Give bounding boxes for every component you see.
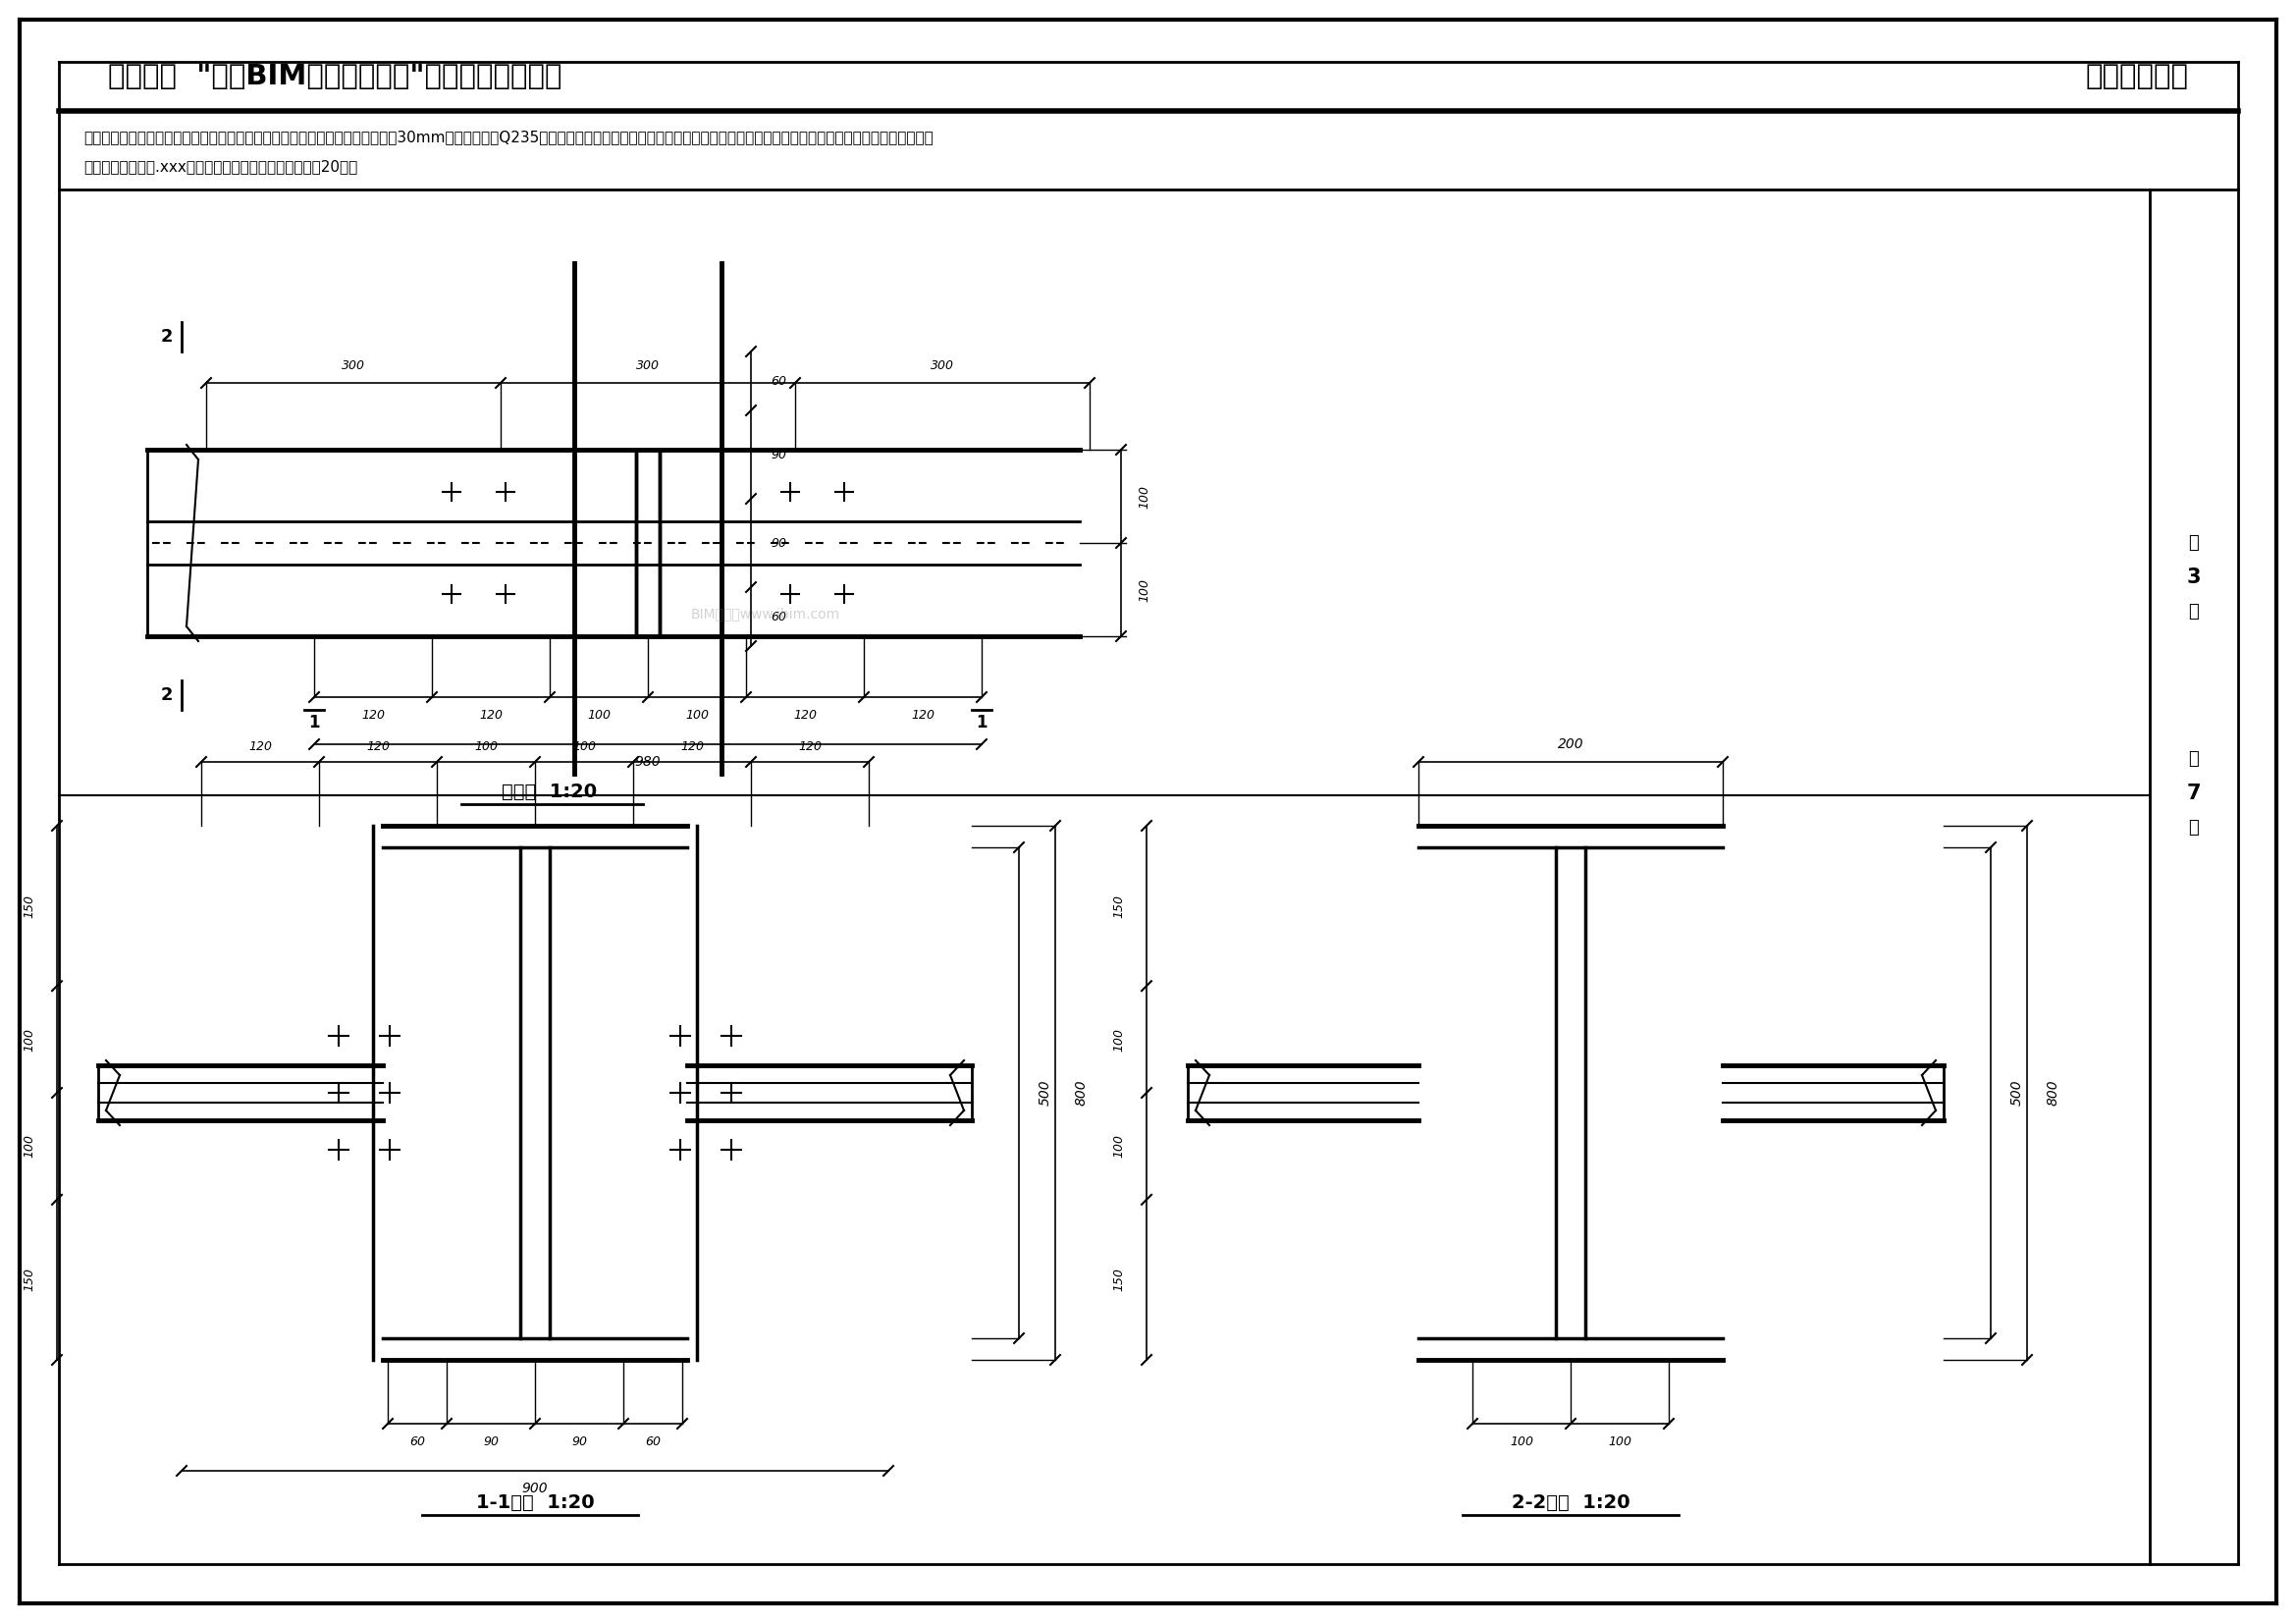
- Text: 中国图学学会: 中国图学学会: [2087, 63, 2188, 91]
- Text: 120: 120: [248, 740, 271, 753]
- Text: 60: 60: [409, 1435, 425, 1448]
- Text: 3: 3: [2186, 568, 2202, 588]
- Text: 90: 90: [771, 448, 785, 461]
- Text: 300: 300: [930, 359, 955, 372]
- Text: 2-2剖面  1:20: 2-2剖面 1:20: [1511, 1493, 1630, 1511]
- Text: 300: 300: [342, 359, 365, 372]
- Text: 平面图  1:20: 平面图 1:20: [503, 782, 597, 800]
- Text: 60: 60: [771, 375, 785, 388]
- Text: 150: 150: [1111, 894, 1125, 917]
- Text: 2: 2: [161, 328, 172, 346]
- Text: 90: 90: [572, 1435, 588, 1448]
- Text: 150: 150: [1111, 1268, 1125, 1292]
- Text: 150: 150: [23, 894, 34, 917]
- Text: 120: 120: [365, 740, 390, 753]
- Text: 900: 900: [521, 1482, 549, 1495]
- Text: 120: 120: [680, 740, 705, 753]
- Text: 120: 120: [799, 740, 822, 753]
- Text: 100: 100: [1511, 1435, 1534, 1448]
- Text: 页: 页: [2188, 602, 2200, 620]
- Text: 将模型以钢梁节点.xxx为文件名保存到考生文件夹中。（20分）: 将模型以钢梁节点.xxx为文件名保存到考生文件夹中。（20分）: [83, 159, 358, 174]
- Text: 100: 100: [1139, 485, 1150, 508]
- Text: 120: 120: [912, 708, 934, 721]
- Text: 100: 100: [23, 1134, 34, 1157]
- Text: 第: 第: [2188, 534, 2200, 552]
- Text: 100: 100: [473, 740, 498, 753]
- Text: 100: 100: [1111, 1027, 1125, 1052]
- Text: 60: 60: [645, 1435, 661, 1448]
- Text: 共: 共: [2188, 750, 2200, 768]
- Text: 800: 800: [2046, 1079, 2060, 1105]
- Text: 100: 100: [588, 708, 611, 721]
- Text: 100: 100: [572, 740, 597, 753]
- Text: 90: 90: [482, 1435, 498, 1448]
- Text: 500: 500: [1038, 1079, 1052, 1105]
- Text: 300: 300: [636, 359, 659, 372]
- Text: 100: 100: [23, 1027, 34, 1052]
- Text: 2: 2: [161, 687, 172, 704]
- Text: 150: 150: [23, 1268, 34, 1292]
- Text: 800: 800: [1075, 1079, 1088, 1105]
- Text: 1-1剖面  1:20: 1-1剖面 1:20: [475, 1493, 595, 1511]
- Text: 120: 120: [360, 708, 386, 721]
- Text: 第十一期  "全国BIM技能等级考试"二级（结构）试题: 第十一期 "全国BIM技能等级考试"二级（结构）试题: [108, 63, 563, 91]
- Text: 200: 200: [1557, 737, 1584, 751]
- Text: 120: 120: [792, 708, 817, 721]
- Text: 100: 100: [1607, 1435, 1632, 1448]
- Text: 7: 7: [2186, 784, 2202, 803]
- Text: 90: 90: [771, 537, 785, 549]
- Text: 120: 120: [480, 708, 503, 721]
- Text: 1: 1: [976, 714, 987, 732]
- Text: 1: 1: [308, 714, 319, 732]
- Text: 三、根据如下图纸及尺寸，建立钢梁节点模型，腹板、翼缘、连接板厚度统一取30mm，钢材强度取Q235，螺栓尺寸、型号以及钢梁倒角尺寸自行选择合理值（螺栓及螺母外轮: 三、根据如下图纸及尺寸，建立钢梁节点模型，腹板、翼缘、连接板厚度统一取30mm，…: [83, 130, 932, 144]
- Text: BIM爱好者www.ibim.com: BIM爱好者www.ibim.com: [691, 607, 840, 620]
- Text: 500: 500: [2011, 1079, 2025, 1105]
- Text: 100: 100: [1139, 578, 1150, 602]
- Text: 980: 980: [634, 755, 661, 769]
- Text: 100: 100: [1111, 1134, 1125, 1157]
- Text: 60: 60: [771, 610, 785, 623]
- Text: 100: 100: [684, 708, 709, 721]
- Text: 页: 页: [2188, 820, 2200, 836]
